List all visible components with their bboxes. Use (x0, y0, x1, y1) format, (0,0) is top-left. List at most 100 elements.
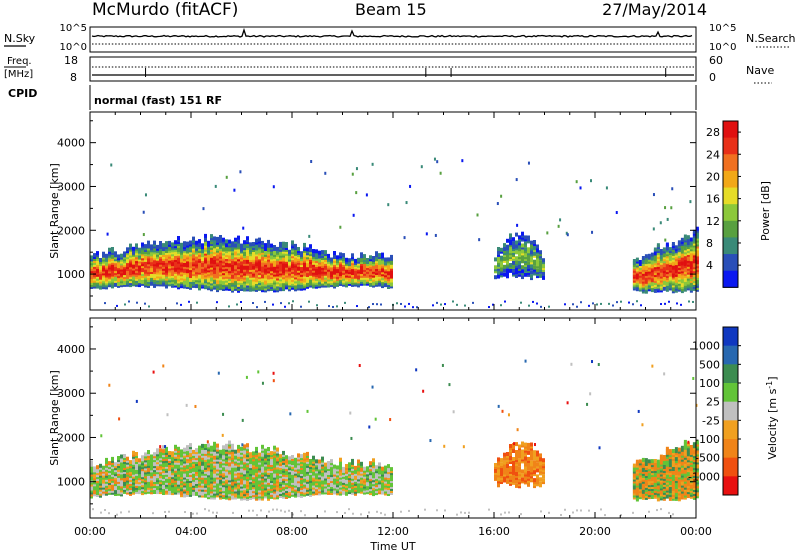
echo-cell (527, 235, 530, 240)
echo-cell (207, 240, 210, 245)
ground-scatter-cell (628, 301, 630, 304)
ground-scatter-cell (188, 300, 190, 303)
noise-echo (671, 187, 674, 191)
colorbar-swatch (723, 154, 738, 172)
echo-cell (515, 232, 518, 237)
echo-cell (494, 265, 497, 270)
colorbar-swatch (723, 254, 738, 272)
noise-echo (436, 160, 439, 164)
echo-cell (225, 443, 228, 448)
colorbar-swatch (723, 237, 738, 255)
echo-cell (506, 244, 509, 249)
noise-echo (546, 231, 549, 235)
echo-cell (150, 454, 153, 459)
echo-cell (270, 451, 273, 456)
ground-scatter-cell (588, 304, 590, 307)
echo-cell (500, 255, 503, 260)
noise-echo (242, 226, 245, 230)
echo-cell (204, 233, 207, 238)
nsky-series (91, 27, 693, 38)
echo-cell (312, 249, 315, 253)
echo-cell (497, 247, 500, 251)
ground-scatter-cell (432, 304, 434, 307)
colorbar-swatch (723, 170, 738, 189)
ground-scatter-cell (668, 300, 670, 303)
echo-cell (132, 450, 135, 455)
echo-cell (506, 260, 509, 265)
ground-scatter-cell (592, 302, 594, 305)
colorbar-tick-label: 8 (706, 237, 713, 250)
echo-cell (228, 239, 231, 244)
noise-echo (652, 193, 655, 197)
echo-cell (282, 241, 285, 246)
echo-cell (279, 241, 282, 246)
ground-scatter-cell (376, 303, 378, 306)
echo-cell (539, 273, 542, 278)
noise-echo (461, 159, 464, 163)
echo-cell (503, 243, 506, 248)
echo-cell (330, 459, 333, 464)
ground-scatter-cell (368, 306, 370, 309)
nsky-tick-bottom: 10^0 (60, 42, 87, 53)
ground-scatter-cell (128, 300, 130, 303)
echo-cell (527, 261, 530, 266)
echo-cell (201, 243, 204, 248)
echo-cell (494, 257, 497, 262)
echo-cell (683, 234, 687, 239)
echo-cell (324, 250, 327, 255)
echo-cell (114, 251, 117, 256)
echo-cell (530, 274, 533, 279)
freq-unit-label: [MHz] (4, 69, 33, 80)
nsky-frame (89, 26, 697, 53)
ground-scatter-cell (144, 302, 146, 305)
echo-cell (494, 275, 497, 280)
echo-cell (503, 247, 506, 251)
echo-cell (252, 451, 255, 456)
ground-scatter-cell (500, 304, 502, 307)
noise-echo (527, 161, 530, 165)
ground-scatter-cell (660, 303, 662, 306)
echo-cell (222, 237, 225, 242)
echo-cell (192, 449, 195, 454)
ground-scatter-cell (236, 303, 238, 306)
echo-cell (339, 457, 342, 462)
echo-cell (324, 462, 327, 467)
echo-cell (518, 235, 521, 240)
echo-cell (177, 236, 180, 240)
echo-cell (195, 240, 198, 245)
echo-cell (117, 254, 120, 259)
echo-cell (357, 257, 360, 262)
echo-cell (357, 459, 360, 464)
echo-cell (336, 465, 339, 470)
noise-echo (142, 210, 145, 214)
echo-cell (500, 247, 503, 252)
echo-cell (90, 255, 93, 260)
colorbar-tick-label: 12 (706, 215, 720, 228)
noise-echo (652, 227, 655, 231)
echo-cell (264, 448, 267, 453)
echo-cell (315, 253, 318, 258)
echo-cell (509, 239, 512, 244)
echo-cell (264, 243, 267, 248)
noise-echo (352, 213, 355, 217)
echo-cell (291, 455, 294, 459)
noise-echo (425, 232, 428, 236)
noise-echo (659, 221, 662, 225)
echo-cell (219, 252, 222, 257)
echo-cell (231, 241, 234, 246)
colorbar-tick-label: 20 (706, 170, 720, 183)
ground-scatter-cell (692, 300, 694, 303)
colorbar-tick-label: 24 (706, 148, 720, 161)
ground-scatter-cell (344, 301, 346, 304)
echo-cell (213, 236, 216, 241)
nsky-tick-top: 10^5 (60, 23, 87, 34)
echo-cell (533, 240, 536, 244)
echo-cell (258, 237, 261, 242)
echo-cell (321, 250, 324, 255)
echo-cell (141, 455, 144, 460)
echo-cell (312, 455, 315, 460)
echo-cell (282, 450, 285, 455)
echo-cell (345, 257, 348, 262)
echo-cell (285, 455, 288, 460)
